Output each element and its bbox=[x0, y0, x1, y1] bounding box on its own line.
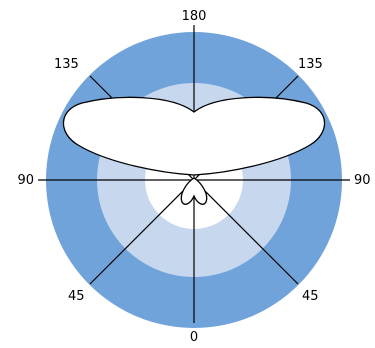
rear-lobe bbox=[62, 96, 326, 176]
front-lobe bbox=[180, 177, 208, 205]
angle-label-left: 90 bbox=[17, 173, 34, 188]
angle-label-bottom: 0 bbox=[190, 330, 198, 345]
angle-label-right: 90 bbox=[354, 173, 371, 188]
angle-label-upper-right: 135 bbox=[298, 57, 323, 72]
angle-label-upper-left: 135 bbox=[54, 57, 79, 72]
angle-label-lower-right: 45 bbox=[302, 289, 319, 304]
angle-label-lower-left: 45 bbox=[68, 289, 85, 304]
angle-label-top: 180 bbox=[182, 9, 207, 24]
